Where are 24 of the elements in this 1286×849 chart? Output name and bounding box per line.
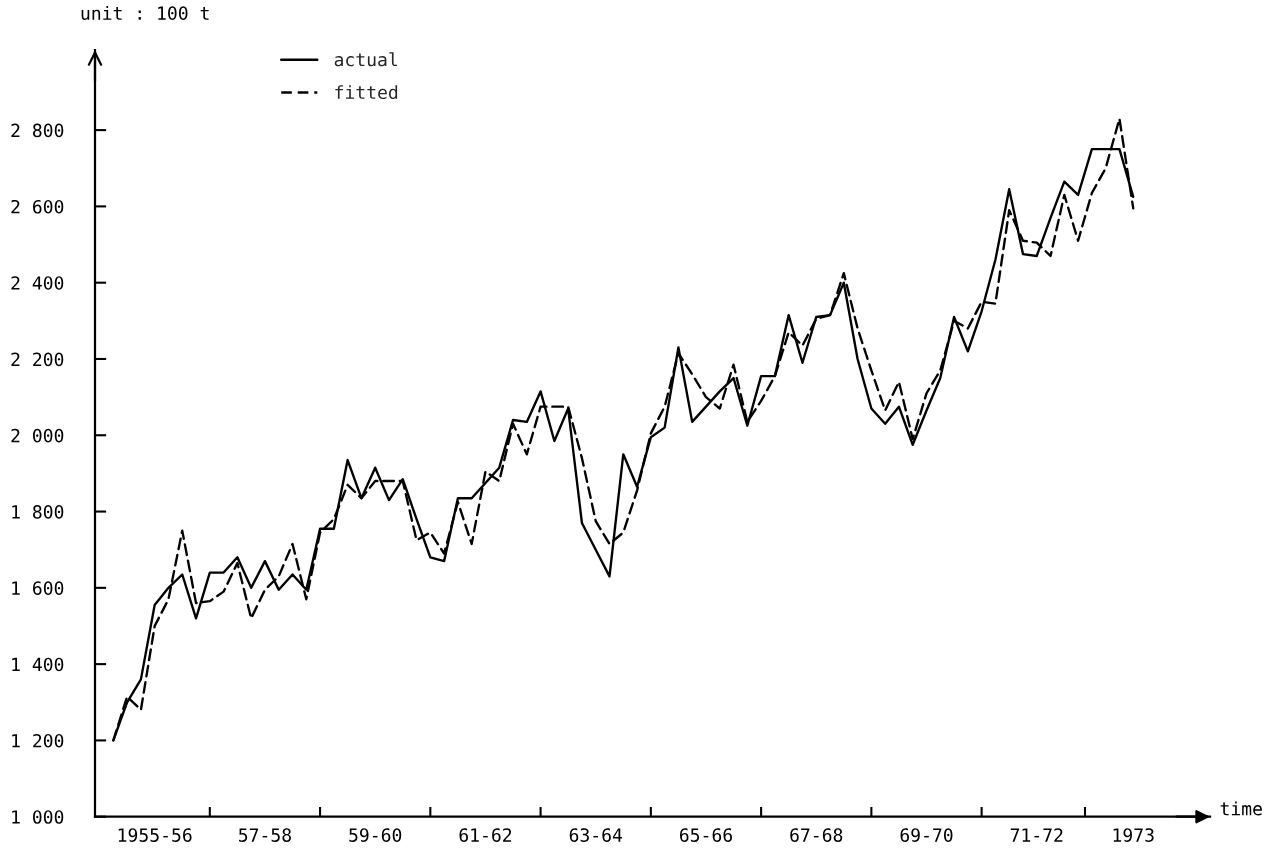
x-tick-label: 67-68 [790, 828, 843, 842]
legend-label: fitted [335, 85, 398, 100]
x-tick-label: 65-66 [679, 828, 732, 842]
x-axis-title: time [1220, 801, 1262, 816]
x-tick-label: 61-62 [459, 828, 512, 842]
y-tick-label: 2 200 [11, 352, 64, 367]
y-tick-label: 2 600 [11, 199, 64, 214]
x-tick-label: 1955-56 [118, 828, 192, 842]
legend-label: actual [334, 52, 398, 67]
y-tick-label: 2 000 [11, 428, 64, 443]
y-tick-label: 1 400 [12, 657, 64, 672]
x-tick-label: 63-64 [569, 828, 623, 842]
x-tick-label: 59-60 [349, 828, 402, 842]
y-axis-title: unit : 100 t [81, 6, 209, 21]
x-tick-label: 71-72 [1010, 828, 1063, 842]
y-tick-label: 1 000 [12, 810, 64, 824]
y-tick-label: 2 800 [11, 123, 64, 138]
y-tick-label: 1 200 [12, 733, 64, 748]
y-tick-label: 1 800 [12, 505, 64, 519]
y-tick-label: 1 600 [12, 581, 64, 595]
x-tick-label: 69-70 [900, 828, 953, 842]
y-tick-label: 2 400 [11, 276, 64, 290]
x-tick-label: 1973 [1113, 828, 1154, 842]
x-tick-label: 57-58 [239, 828, 291, 842]
